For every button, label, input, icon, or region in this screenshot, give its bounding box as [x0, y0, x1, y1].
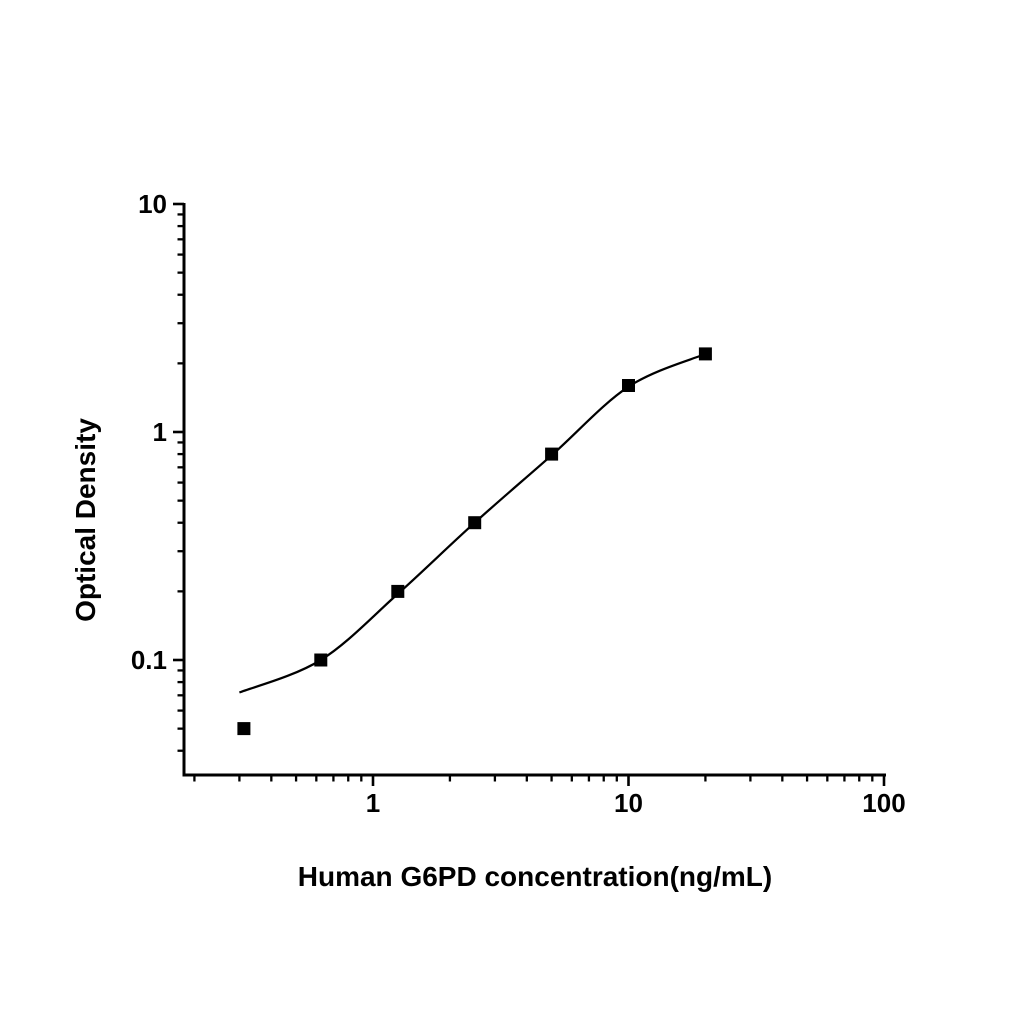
y-tick-label: 0.1	[131, 645, 167, 675]
standard-curve-line	[238, 352, 706, 694]
x-tick-label: 10	[614, 788, 643, 818]
x-tick-label: 1	[366, 788, 380, 818]
x-axis-title: Human G6PD concentration(ng/mL)	[298, 861, 772, 892]
y-axis-title: Optical Density	[70, 418, 101, 622]
axis-tick-labels: 1 10 100 10 1 0.1	[131, 189, 906, 818]
y-tick-label: 10	[138, 189, 167, 219]
axis-ticks	[173, 202, 886, 786]
chart-series	[237, 347, 712, 736]
data-point-marker	[237, 722, 251, 736]
axes	[182, 203, 886, 777]
y-tick-label: 1	[153, 417, 167, 447]
x-tick-label: 100	[862, 788, 905, 818]
data-point-marker	[391, 584, 405, 598]
